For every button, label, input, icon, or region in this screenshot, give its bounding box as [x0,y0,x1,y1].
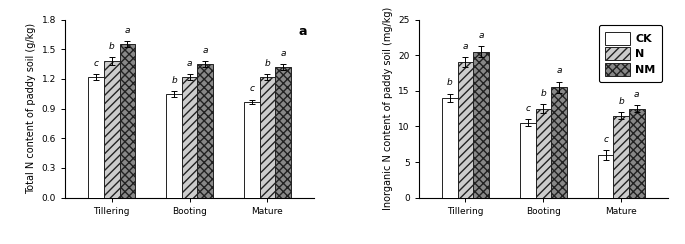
Bar [275,67,291,198]
Text: a: a [203,46,208,55]
Text: c: c [249,84,254,93]
Bar [182,77,197,198]
Text: a: a [478,31,484,40]
Bar [520,123,536,198]
Text: b: b [109,42,114,51]
Text: a: a [556,66,562,75]
Text: c: c [603,135,608,144]
Text: a: a [187,59,192,68]
Bar [551,87,566,198]
Bar [88,77,104,198]
Bar [197,64,213,198]
Text: a: a [634,90,640,99]
Bar [244,102,260,198]
Bar [166,94,182,198]
Text: c: c [94,59,99,68]
Text: b: b [264,59,271,68]
Bar [613,116,629,198]
Bar [458,62,473,198]
Text: b: b [447,78,453,87]
Bar [629,109,645,198]
Bar [473,51,489,198]
Bar [120,44,135,198]
Text: b: b [540,89,546,98]
Text: a: a [125,26,130,35]
Legend: CK, N, NM: CK, N, NM [599,25,662,82]
Bar [442,98,458,198]
Text: b: b [651,25,660,38]
Bar [260,77,275,198]
Bar [598,155,613,198]
Text: c: c [525,104,530,113]
Text: a: a [280,49,286,58]
Text: a: a [463,42,469,51]
Text: b: b [171,76,177,84]
Text: b: b [619,97,624,106]
Text: a: a [298,25,307,38]
Y-axis label: Total N content of paddy soil (g/kg): Total N content of paddy soil (g/kg) [26,23,36,194]
Y-axis label: Inorganic N content of paddy soil (mg/kg): Inorganic N content of paddy soil (mg/kg… [383,7,393,210]
Bar [104,61,120,198]
Bar [536,109,551,198]
